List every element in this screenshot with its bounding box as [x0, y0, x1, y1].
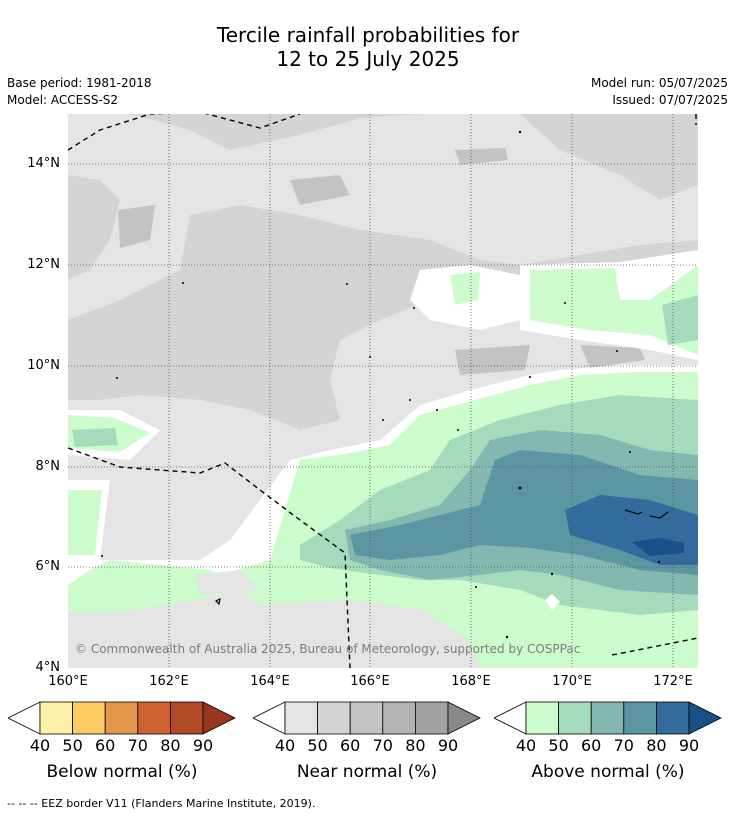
colorbar-swatch: [104, 701, 139, 735]
colorbar-min-extension: [253, 701, 286, 735]
lat-label: 10°N: [27, 358, 60, 373]
near-normal-60-patch: [455, 345, 530, 375]
colorbar-swatch: [169, 701, 204, 735]
model-run-text: Model run: 05/07/2025: [590, 76, 728, 90]
colorbar-swatch: [558, 701, 592, 735]
map-title-line1: Tercile rainfall probabilities for: [216, 23, 520, 47]
above-normal-50-region: [72, 428, 118, 447]
colorbar-swatch: [349, 701, 384, 735]
colorbar-swatch: [72, 701, 106, 735]
base-period-text: Base period: 1981-2018: [7, 76, 152, 90]
above-normal-title: Above normal (%): [531, 762, 685, 782]
lon-label: 170°E: [552, 674, 592, 689]
near-normal-60-patch: [580, 345, 645, 368]
colorbar-tick-label: 40: [515, 736, 537, 755]
model-text: Model: ACCESS-S2: [7, 93, 119, 107]
copyright-text: © Commonwealth of Australia 2025, Bureau…: [75, 642, 580, 656]
colorbar-tick-label: 80: [405, 736, 426, 755]
colorbar-max-extension: [202, 701, 236, 735]
lon-label: 162°E: [149, 674, 189, 689]
issued-text: Issued: 07/07/2025: [612, 93, 728, 107]
above-normal-40-region: [450, 272, 480, 305]
colorbar-tick-label: 60: [340, 736, 361, 755]
meta-left: Base period: 1981-2018 Model: ACCESS-S2: [7, 75, 152, 109]
above-normal-50-region: [662, 295, 698, 345]
above-normal-40-region: [530, 265, 698, 355]
colorbar-swatch: [414, 701, 449, 735]
meta-right: Model run: 05/07/2025 Issued: 07/07/2025: [591, 75, 728, 109]
near-normal-50-patch: [130, 114, 698, 200]
probability-map: © Commonwealth of Australia 2025, Bureau…: [68, 114, 698, 668]
colorbar-swatch: [382, 701, 416, 735]
lon-label: 168°E: [451, 674, 491, 689]
above-normal-40-region: [68, 490, 102, 555]
colorbar-swatch: [623, 701, 657, 735]
colorbar-tick-label: 80: [160, 736, 181, 755]
colorbar-tick-label: 70: [372, 736, 393, 755]
near-normal-60-patch: [290, 175, 350, 205]
colorbar-tick-label: 40: [274, 736, 296, 755]
colorbar-tick-label: 60: [95, 736, 116, 755]
colorbar-tick-label: 90: [437, 736, 459, 755]
colorbar-tick-label: 50: [307, 736, 328, 755]
lat-label: 4°N: [35, 660, 61, 675]
colorbar-swatch: [590, 701, 625, 735]
colorbar-swatch: [525, 701, 559, 735]
colorbar-swatch: [655, 701, 690, 735]
colorbar-tick-label: 90: [192, 736, 214, 755]
lon-label: 164°E: [250, 674, 290, 689]
eez-border: [68, 114, 698, 668]
lat-label: 8°N: [35, 459, 61, 474]
eez-footnote: -- -- -- EEZ border V11 (Flanders Marine…: [7, 797, 316, 810]
colorbar-tick-label: 50: [548, 736, 569, 755]
lat-label: 6°N: [35, 559, 61, 574]
colorbar-tick-label: 70: [127, 736, 148, 755]
colorbar-tick-label: 90: [678, 736, 700, 755]
lon-label: 166°E: [350, 674, 390, 689]
map-title-line2: 12 to 25 July 2025: [276, 47, 460, 71]
colorbar-swatch: [284, 701, 318, 735]
near-normal-60-patch: [118, 205, 155, 248]
colorbar-max-extension: [447, 701, 481, 735]
below-normal-title: Below normal (%): [46, 762, 198, 782]
colorbar-tick-label: 50: [62, 736, 83, 755]
lon-label: 160°E: [48, 674, 88, 689]
colorbar-tick-label: 40: [29, 736, 51, 755]
colorbar-tick-label: 60: [581, 736, 602, 755]
above-normal-colorbar: [494, 700, 724, 736]
colorbar-swatch: [39, 701, 73, 735]
colorbar-swatch: [317, 701, 351, 735]
lon-label: 172°E: [653, 674, 693, 689]
above-normal-90-region: [632, 538, 684, 556]
near-normal-50-patch: [68, 205, 698, 430]
near-normal-colorbar: [253, 700, 483, 736]
near-normal-60-patch: [455, 148, 508, 165]
colorbar-min-extension: [494, 701, 527, 735]
lat-label: 12°N: [27, 257, 60, 272]
colorbar-min-extension: [8, 701, 41, 735]
islands: [101, 130, 661, 639]
lat-label: 14°N: [27, 156, 60, 171]
near-normal-50-patch: [68, 175, 120, 280]
below-normal-colorbar: [8, 700, 238, 736]
colorbar-tick-label: 80: [646, 736, 667, 755]
colorbar-swatch: [137, 701, 171, 735]
graticule: [68, 114, 698, 668]
colorbar-max-extension: [688, 701, 722, 735]
colorbar-tick-label: 70: [613, 736, 634, 755]
near-normal-title: Near normal (%): [296, 762, 438, 782]
